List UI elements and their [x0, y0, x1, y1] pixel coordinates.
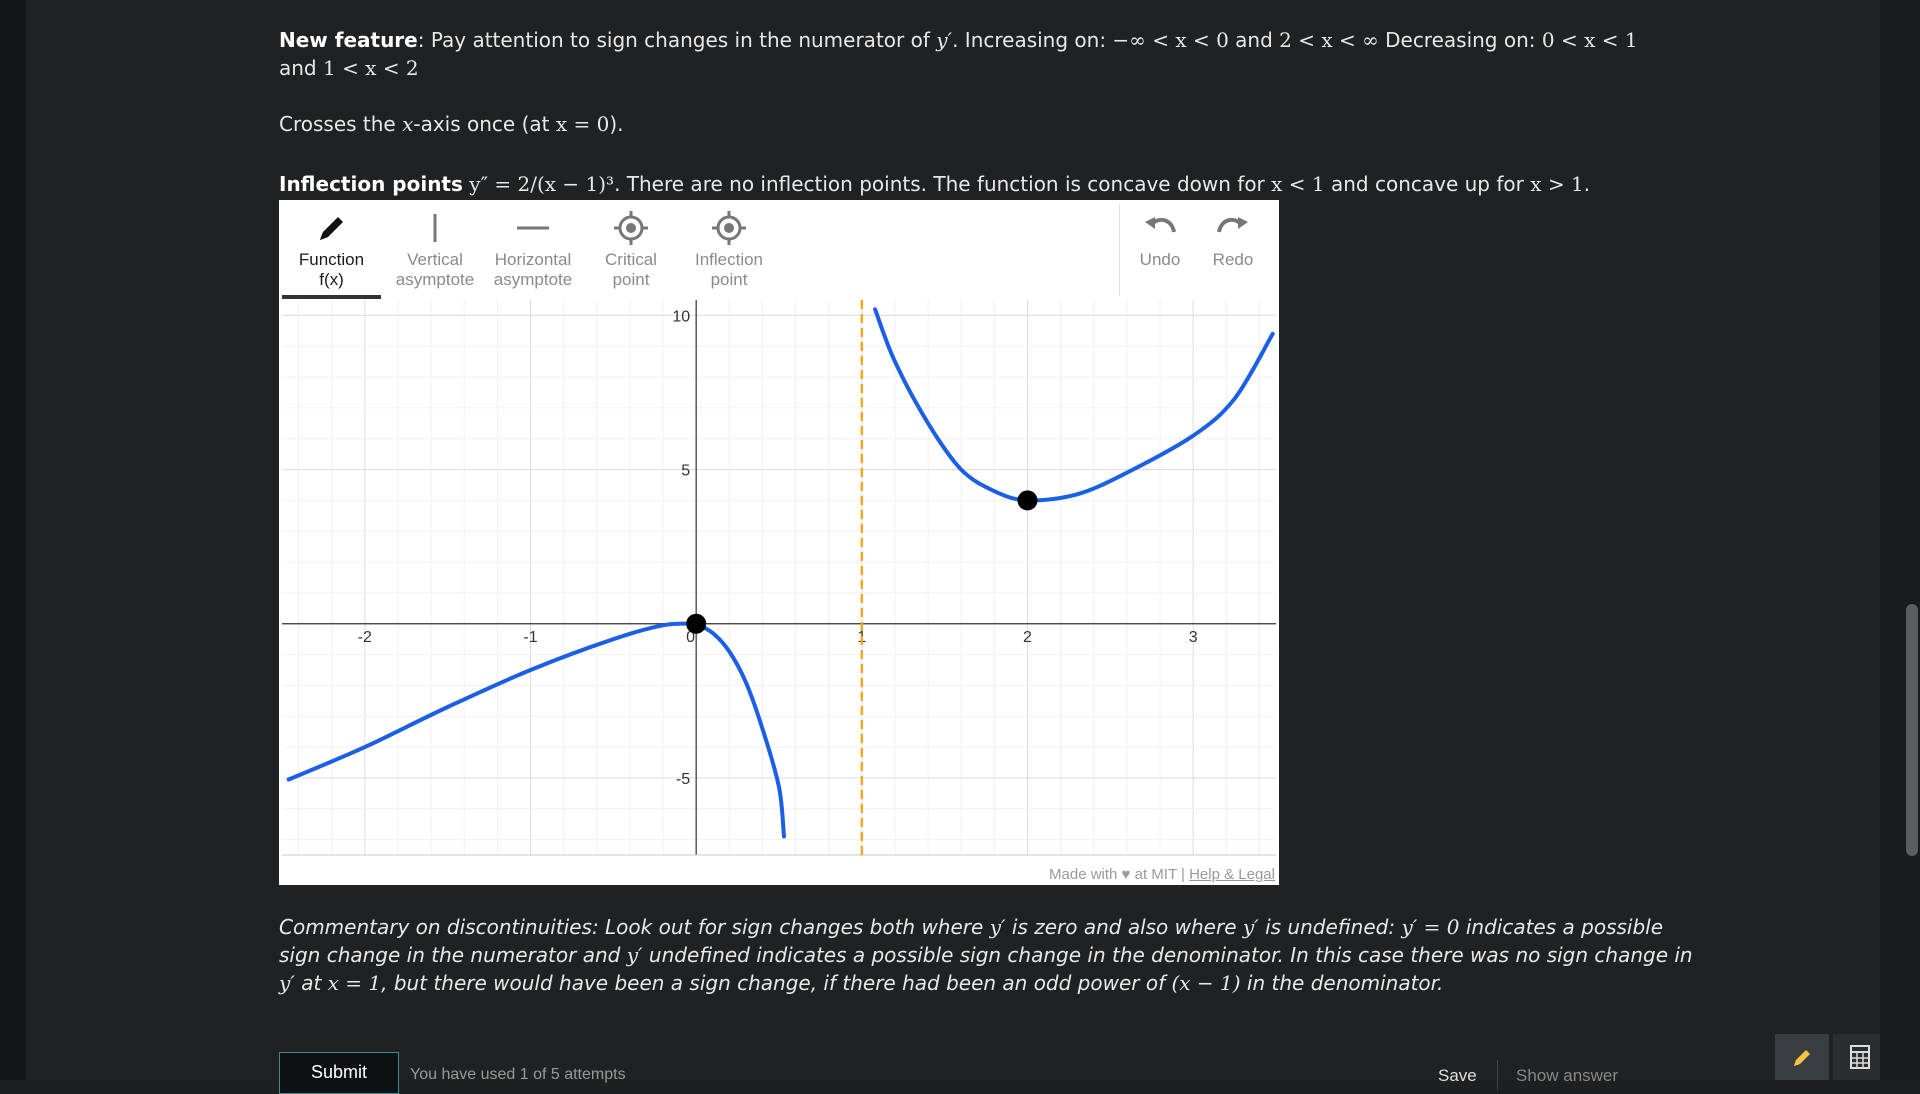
pencil-icon: [1794, 1050, 1810, 1066]
paragraph-inflection: Inflection points y″ = 2/(x − 1)³. There…: [279, 172, 1591, 196]
calculator-icon: [1850, 1045, 1870, 1069]
attempts-text: You have used 1 of 5 attempts: [410, 1066, 626, 1083]
commentary-line-3: y′ at x = 1, but there would have been a…: [279, 971, 1444, 995]
redo-label: Redo: [1212, 250, 1254, 269]
pencil-icon: [319, 217, 343, 240]
horizontal-line-icon: [517, 226, 549, 230]
tool-inflection-point[interactable]: Inflection point: [680, 200, 778, 300]
help-legal-link[interactable]: Help & Legal: [1189, 866, 1275, 883]
x-tick-label: 2: [1023, 629, 1032, 646]
paragraph-new-feature-cont: and 1 < x < 2: [279, 56, 419, 80]
active-tool-indicator: [282, 295, 381, 299]
paragraph-new-feature: New feature: Pay attention to sign chang…: [279, 28, 1638, 52]
tool-function-sublabel: f(x): [319, 270, 344, 289]
commentary-line-2: sign change in the numerator and y′ unde…: [279, 943, 1693, 967]
function-curve: [286, 621, 699, 782]
undo-label: Undo: [1139, 250, 1181, 269]
tool-infl-sublabel: point: [710, 270, 748, 289]
critical-point: [1017, 490, 1038, 511]
credit-line: Made with ♥ at MIT | Help & Legal: [1049, 866, 1275, 883]
graph-sketch-widget: Function f(x) Vertical asymptote Horizon…: [279, 200, 1279, 885]
scrollbar-thumb[interactable]: [1906, 604, 1918, 856]
tool-crit-label: Critical: [605, 250, 657, 269]
tool-horizontal-asymptote[interactable]: Horizontal asymptote: [484, 200, 582, 300]
tool-infl-label: Inflection: [694, 250, 764, 269]
x-tick-label: 3: [1189, 629, 1198, 646]
submit-button[interactable]: Submit: [279, 1052, 399, 1094]
toolbar: Function f(x) Vertical asymptote Horizon…: [279, 200, 1279, 300]
save-button[interactable]: Save: [1438, 1066, 1477, 1085]
y-tick-label: 10: [672, 308, 690, 325]
critical-point: [686, 613, 707, 634]
y-tick-label: -5: [676, 771, 690, 788]
x-tick-label: 0: [686, 629, 695, 646]
notes-button[interactable]: [1775, 1034, 1829, 1080]
plot-background: [282, 300, 1276, 855]
redo-button[interactable]: Redo: [1196, 200, 1270, 300]
tool-hasym-label: Horizontal: [494, 250, 572, 269]
scrollbar-track[interactable]: [1880, 0, 1920, 1080]
toolbar-divider: [1119, 204, 1120, 296]
tool-hasym-sublabel: asymptote: [493, 270, 573, 289]
tool-vasym-label: Vertical: [407, 250, 463, 269]
crosshair-icon: [614, 211, 648, 245]
tool-vertical-asymptote[interactable]: Vertical asymptote: [386, 200, 484, 300]
x-tick-label: -1: [523, 629, 537, 646]
vertical-line-icon: [433, 214, 437, 242]
function-curve: [694, 621, 786, 839]
redo-icon: [1217, 217, 1248, 233]
y-tick-label: 5: [681, 463, 690, 480]
undo-button[interactable]: Undo: [1124, 200, 1196, 300]
left-rail: [0, 0, 26, 1080]
footer-divider: [1497, 1060, 1498, 1090]
tool-function-label: Function: [298, 250, 365, 269]
calculator-button[interactable]: [1833, 1034, 1887, 1080]
crosshair-icon: [712, 211, 746, 245]
undo-icon: [1145, 217, 1176, 233]
tool-vasym-sublabel: asymptote: [395, 270, 475, 289]
x-tick-label: -2: [358, 629, 372, 646]
commentary-line-1: Commentary on discontinuities: Look out …: [279, 915, 1664, 939]
show-answer-button[interactable]: Show answer: [1516, 1066, 1619, 1085]
tool-crit-sublabel: point: [612, 270, 650, 289]
tool-function[interactable]: Function f(x): [282, 200, 381, 300]
tool-critical-point[interactable]: Critical point: [582, 200, 680, 300]
credit-made: Made with ♥ at MIT |: [1049, 866, 1190, 883]
paragraph-x-axis: Crosses the x-axis once (at x = 0).: [279, 112, 624, 136]
